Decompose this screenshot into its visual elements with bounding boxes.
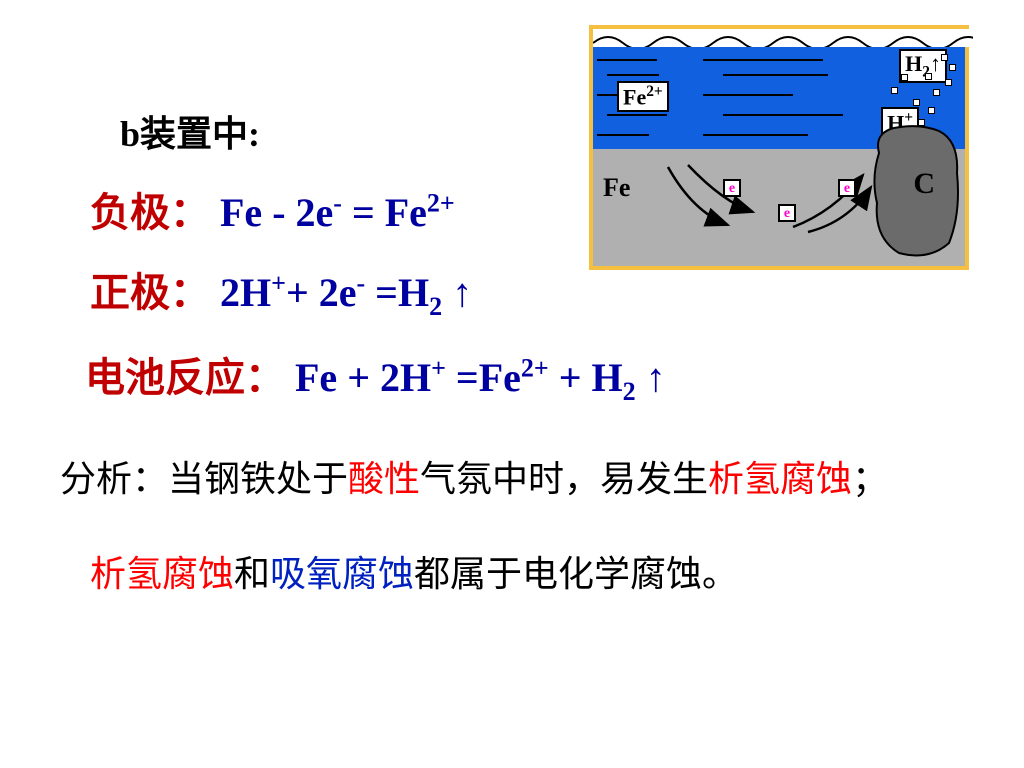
metal-region: Fe C eee	[593, 149, 965, 266]
fe-metal-label: Fe	[603, 173, 630, 203]
note-t1: 和	[234, 554, 270, 594]
waterline	[607, 74, 659, 76]
bubble-icon	[901, 74, 908, 81]
analysis-red1: 酸性	[348, 459, 420, 499]
anode-equation: Fe - 2e- = Fe2+	[220, 190, 455, 235]
note-text: 析氢腐蚀和吸氧腐蚀都属于电化学腐蚀。	[90, 545, 738, 597]
waterline	[703, 134, 808, 136]
analysis-text: 分析：当钢铁处于酸性气氛中时，易发生析氢腐蚀；	[60, 450, 888, 502]
waterline	[703, 94, 793, 96]
waterline	[723, 74, 828, 76]
bubble-icon	[945, 79, 952, 86]
corrosion-diagram: Fe2+ H2↑ H+ Fe C eee	[589, 25, 969, 270]
bubble-icon	[941, 54, 948, 61]
analysis-red2: 析氢腐蚀	[708, 459, 852, 499]
note-blue: 吸氧腐蚀	[270, 554, 414, 594]
slide: Fe2+ H2↑ H+ Fe C eee	[0, 0, 1024, 768]
bubble-icon	[928, 107, 935, 114]
waterline	[607, 114, 667, 116]
cathode-equation: 2H++ 2e- =H2 ↑	[220, 270, 472, 315]
overall-equation: Fe + 2H+ =Fe2+ + H2 ↑	[295, 355, 666, 400]
electron-icon: e	[723, 179, 741, 197]
anode-line: 负极： Fe - 2e- = Fe2+	[90, 180, 455, 238]
bubble-icon	[891, 87, 898, 94]
waterline	[723, 114, 843, 116]
cathode-label: 正极：	[90, 270, 210, 315]
heading: b装置中:	[120, 105, 260, 157]
electron-icon: e	[778, 204, 796, 222]
analysis-suffix: ；	[852, 459, 888, 499]
overall-line: 电池反应： Fe + 2H+ =Fe2+ + H2 ↑	[85, 345, 666, 407]
electron-icon: e	[838, 179, 856, 197]
bubble-icon	[949, 64, 956, 71]
anode-label: 负极：	[90, 190, 210, 235]
bubble-icon	[925, 73, 932, 80]
fe2plus-label: Fe2+	[617, 81, 669, 112]
analysis-prefix: 分析：当钢铁处于	[60, 459, 348, 499]
note-t2: 都属于电化学腐蚀。	[414, 554, 738, 594]
wave-icon	[593, 29, 973, 47]
overall-label: 电池反应：	[85, 355, 285, 400]
note-red1: 析氢腐蚀	[90, 554, 234, 594]
waterline	[703, 59, 823, 61]
waterline	[597, 134, 649, 136]
cathode-line: 正极： 2H++ 2e- =H2 ↑	[90, 260, 472, 322]
bubble-icon	[913, 99, 920, 106]
analysis-mid: 气氛中时，易发生	[420, 459, 708, 499]
waterline	[597, 59, 657, 61]
bubble-icon	[933, 89, 940, 96]
